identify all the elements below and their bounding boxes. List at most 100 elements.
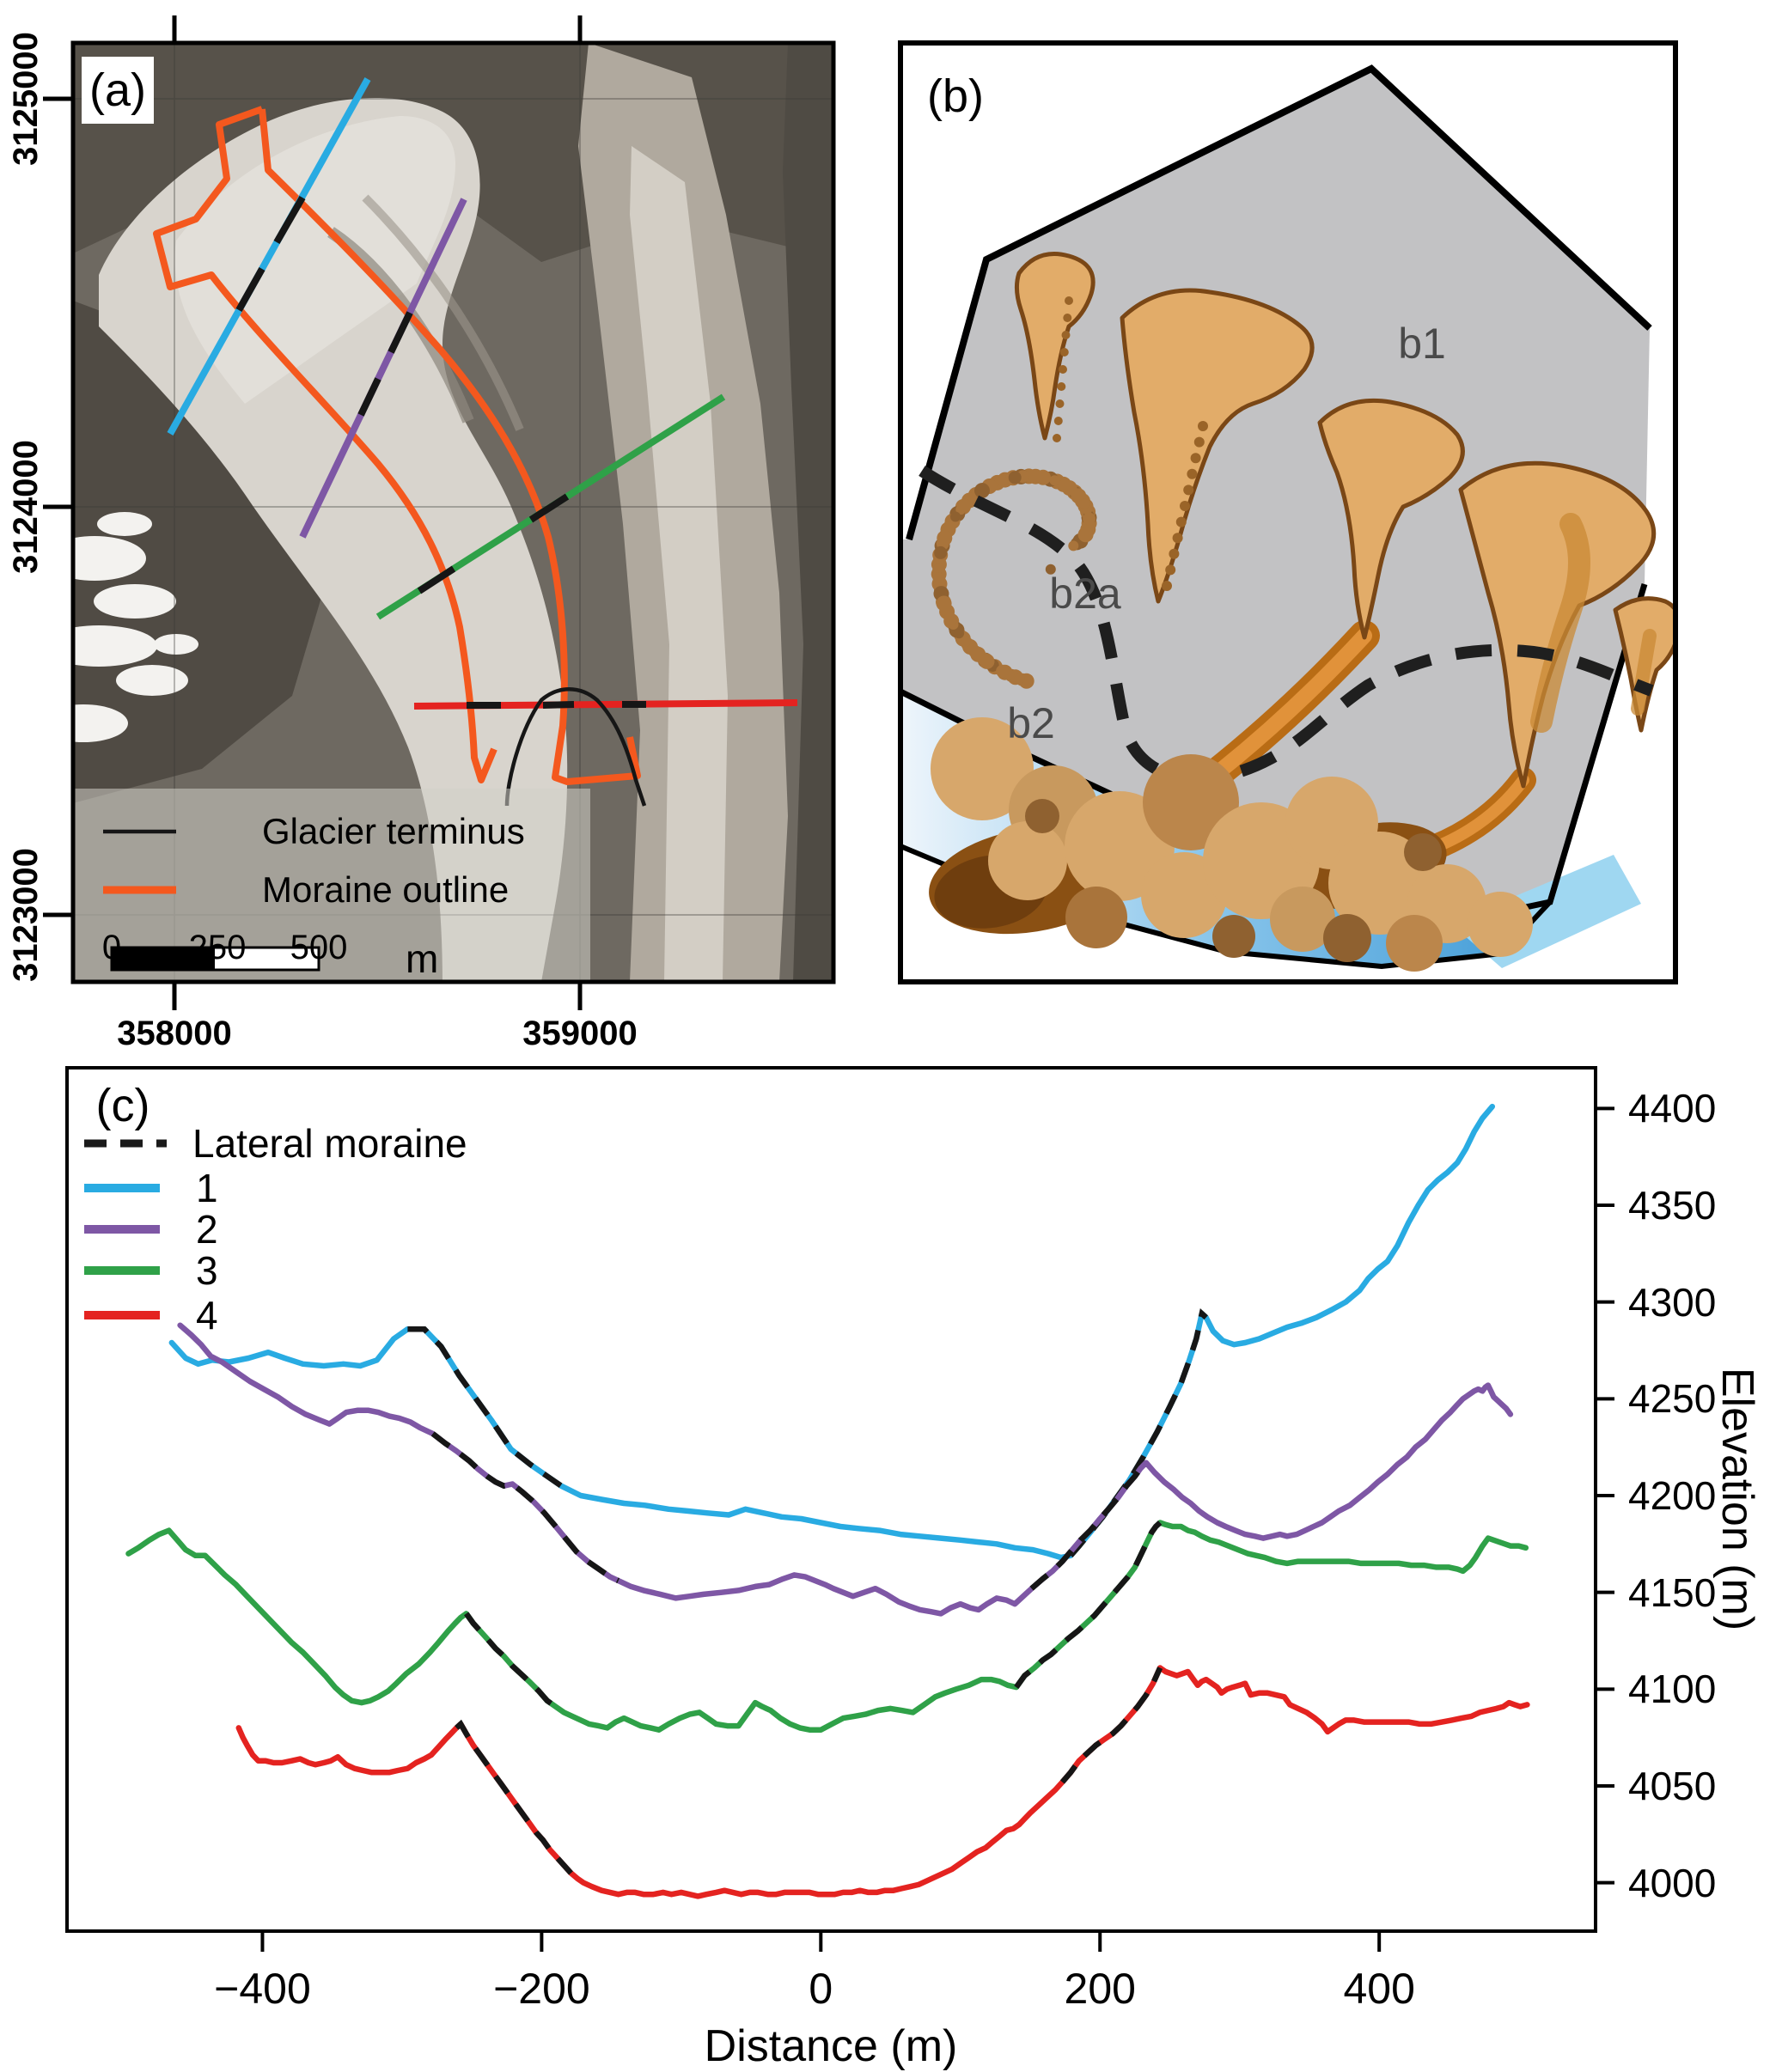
annotation-b2: b2 — [1007, 699, 1055, 747]
x-tick-label-200: 200 — [1064, 1965, 1136, 2013]
x-tick-label-0: 0 — [809, 1965, 833, 2013]
map-y-tick-label-3125000: 3125000 — [7, 32, 45, 166]
debris-dot — [937, 530, 953, 546]
debris-dot — [933, 563, 944, 574]
debris-dot — [1169, 548, 1180, 559]
debris-dot — [1059, 348, 1069, 357]
x-tick-label--200: −200 — [493, 1965, 590, 2013]
debris-dot — [1008, 471, 1022, 484]
debris-dot — [1187, 468, 1198, 479]
debris-dot — [1198, 421, 1208, 431]
speckled-debris-fan — [931, 296, 1208, 689]
debris-dot — [1165, 564, 1176, 576]
snow-patches — [73, 512, 198, 742]
y-tick-label-4000: 4000 — [1628, 1860, 1717, 1905]
x-tick-label--400: −400 — [214, 1965, 311, 2013]
y-tick-label-4250: 4250 — [1628, 1376, 1717, 1422]
panel-a-ticks — [43, 15, 583, 1010]
y-axis-title: Elevation (m) — [1712, 1367, 1762, 1631]
debris-dot — [1045, 564, 1056, 575]
chart-legend-label-4: 4 — [196, 1293, 218, 1338]
glacier-terminus-line — [504, 687, 647, 807]
x-axis-title: Distance (m) — [704, 2021, 958, 2071]
debris-dot — [960, 637, 971, 648]
glacier-bright — [174, 116, 455, 404]
transect-1-line — [167, 77, 371, 436]
annotation-b2a: b2a — [1049, 570, 1121, 618]
debris-dot — [943, 612, 957, 625]
profile-line-1 — [168, 1103, 1496, 1561]
panel-a-label: (a) — [89, 64, 146, 116]
debris-dot — [1068, 540, 1079, 552]
transect-moraine-dashes — [235, 196, 646, 709]
y-tick-label-4100: 4100 — [1628, 1667, 1717, 1712]
debris-dot — [1063, 314, 1072, 322]
debris-dot — [1049, 475, 1060, 486]
fan-1 — [1014, 252, 1096, 441]
debris-dot — [1083, 512, 1096, 526]
debris-dot — [1055, 399, 1065, 408]
map-x-tick-label-358000: 358000 — [117, 1015, 232, 1052]
debris-dot — [1028, 468, 1044, 484]
debris-dot — [996, 664, 1010, 678]
chart-legend-label-lateral-moraine: Lateral moraine — [192, 1121, 467, 1166]
debris-dot — [950, 511, 961, 522]
y-tick-label-4050: 4050 — [1628, 1763, 1717, 1808]
panel-c-border — [65, 1066, 1597, 1933]
transect-2-line — [299, 198, 467, 539]
scalebar-label-250: 250 — [188, 929, 247, 966]
fan-3 — [1317, 398, 1465, 640]
medial-moraine-streak-2 — [362, 194, 524, 431]
fan-4-streak — [1530, 513, 1590, 733]
debris-dot — [1079, 498, 1090, 509]
debris-dot — [1190, 453, 1201, 464]
mountain-dark-right — [783, 43, 833, 982]
scalebar-filled-half — [112, 948, 215, 970]
scalebar-label-0: 0 — [101, 929, 122, 966]
panel-b-label: (b) — [927, 70, 984, 122]
profile-line-4 — [235, 1665, 1530, 1899]
profile-line-3 — [125, 1520, 1529, 1733]
lateral-moraine-overlay-3 — [464, 1612, 558, 1709]
map-y-tick-label-3124000: 3124000 — [7, 440, 45, 574]
debris-dot — [958, 498, 971, 512]
debris-dot — [934, 545, 948, 559]
debris-dot — [1014, 673, 1025, 685]
annotation-b1: b1 — [1398, 320, 1446, 368]
y-tick-label-4400: 4400 — [1628, 1086, 1717, 1131]
debris-dot — [997, 475, 1008, 486]
panel-a-border — [70, 40, 836, 984]
lateral-moraine-overlay-2 — [1029, 1460, 1149, 1591]
scalebar-unit: m — [406, 936, 439, 981]
y-tick-label-4300: 4300 — [1628, 1279, 1717, 1325]
valley-band-light — [630, 146, 728, 982]
y-tick-label-4150: 4150 — [1628, 1569, 1717, 1615]
lateral-moraine-overlay-3 — [1014, 1520, 1163, 1689]
debris-dot — [1059, 478, 1071, 492]
debris-dot — [1175, 516, 1187, 527]
boulders — [931, 717, 1533, 972]
panel-a-label-box — [82, 57, 154, 124]
debris-dot — [1162, 581, 1172, 591]
debris-dot — [933, 572, 944, 583]
debris-dot — [1065, 296, 1073, 305]
lateral-moraine-overlay-2 — [430, 1431, 620, 1584]
chart-legend-label-2: 2 — [196, 1207, 218, 1252]
debris-dot — [1193, 436, 1205, 448]
chart-legend-label-3: 3 — [196, 1248, 218, 1293]
debris-dot — [954, 628, 965, 639]
fan-5-streak — [1631, 629, 1657, 716]
debris-dot — [1059, 365, 1067, 374]
profile-line-2 — [177, 1322, 1514, 1617]
lateral-moraine-dashed-line — [919, 466, 1654, 785]
y-tick-label-4350: 4350 — [1628, 1182, 1717, 1228]
y-tick-label-4200: 4200 — [1628, 1472, 1717, 1518]
debris-dot — [974, 483, 990, 499]
panel-b-border — [898, 40, 1678, 984]
lateral-moraine-overlay-1 — [1068, 1307, 1208, 1557]
lateral-moraine-overlay-4 — [1059, 1667, 1163, 1784]
map-x-tick-label-359000: 359000 — [522, 1015, 638, 1052]
